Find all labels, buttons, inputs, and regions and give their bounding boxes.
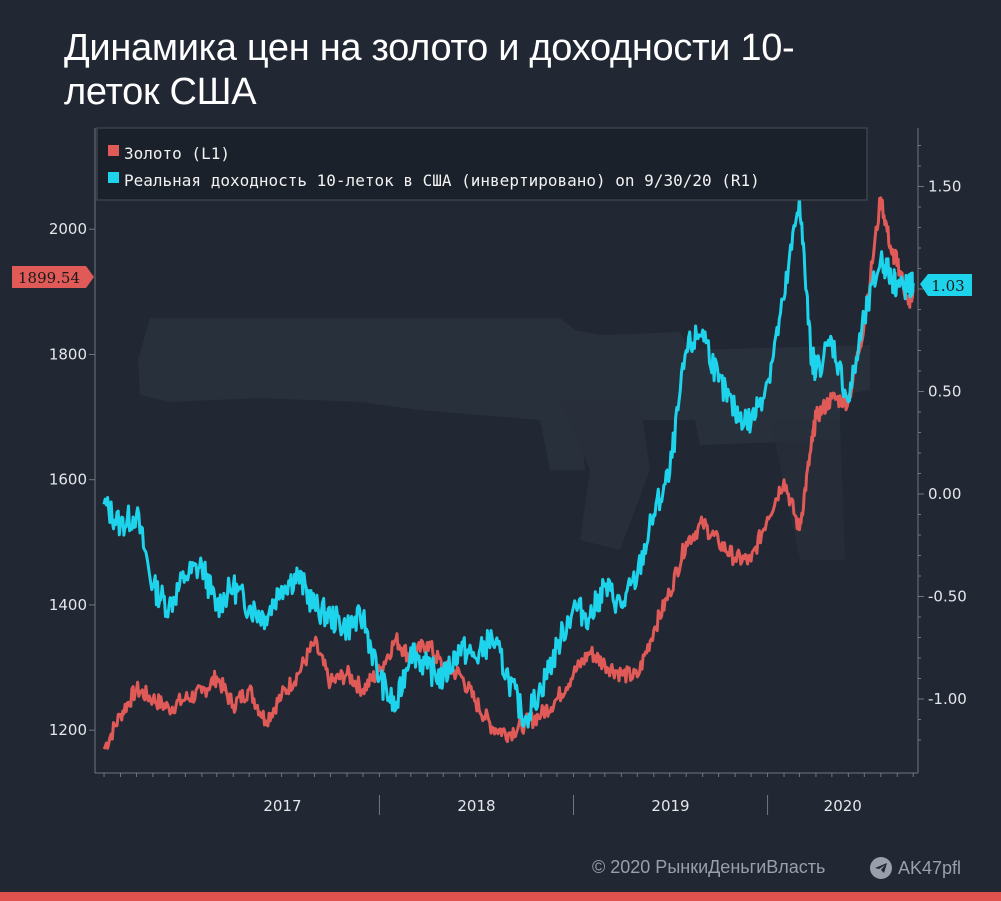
x-tick-label: 2018 [457,797,495,815]
watermark-rifle [138,318,870,560]
bottom-accent-bar [0,892,1001,901]
series-real-yield-line [102,195,915,729]
legend-label-gold: Золото (L1) [124,144,230,163]
legend: Золото (L1) Реальная доходность 10-леток… [96,127,868,201]
left-tick-label: 1400 [49,596,87,614]
footer-channel-label: AK47pfl [898,857,962,878]
footer-copyright: © 2020 РынкиДеньгиВласть [592,857,826,877]
right-tick-label: 1.50 [928,178,961,196]
right-axis-ticks: 1.501.000.500.00-0.50-1.00 [918,145,967,741]
x-minor-ticks [103,773,914,815]
left-axis-ticks: 1200 1400 1600 1800 2000 [49,220,95,739]
x-tick-label: 2017 [263,797,301,815]
x-axis-labels: 2017 2018 2019 2020 [263,797,862,815]
chart-title: Динамика цен на золото и доходности 10-л… [64,27,795,113]
real-yield-last-value-tag: 1.03 [920,274,972,296]
legend-box [96,127,868,201]
right-tick-label: 0.00 [928,485,961,503]
gold-last-value: 1899.54 [18,269,80,287]
x-tick-label: 2020 [824,797,862,815]
legend-swatch-gold [108,145,119,156]
telegram-icon [870,857,892,879]
right-tick-label: -0.50 [928,588,967,606]
left-tick-label: 1800 [49,345,87,363]
legend-label-real-yield: Реальная доходность 10-леток в США (инве… [124,171,760,190]
right-tick-label: 0.50 [928,383,961,401]
x-tick-label: 2019 [651,797,689,815]
real-yield-last-value: 1.03 [931,277,964,295]
series-gold-line [102,196,915,750]
left-tick-label: 2000 [49,220,87,238]
footer-channel[interactable]: AK47pfl [870,857,961,879]
right-tick-label: -1.00 [928,690,967,708]
left-tick-label: 1600 [49,471,87,489]
left-tick-label: 1200 [49,721,87,739]
axes [94,128,919,774]
legend-swatch-real-yield [108,172,119,183]
gold-last-value-tag: 1899.54 [12,266,94,288]
